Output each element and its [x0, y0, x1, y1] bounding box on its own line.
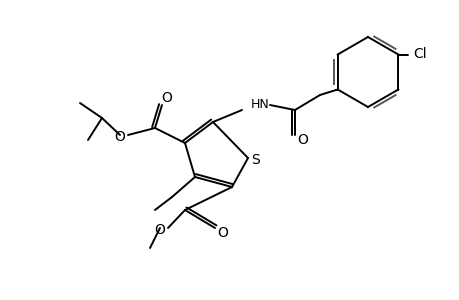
Text: O: O: [114, 130, 125, 144]
Text: O: O: [297, 133, 308, 147]
Text: O: O: [217, 226, 228, 240]
Text: O: O: [161, 91, 172, 105]
Text: S: S: [251, 153, 260, 167]
Text: HN: HN: [250, 98, 269, 112]
Text: O: O: [154, 223, 165, 237]
Text: Cl: Cl: [413, 47, 426, 61]
